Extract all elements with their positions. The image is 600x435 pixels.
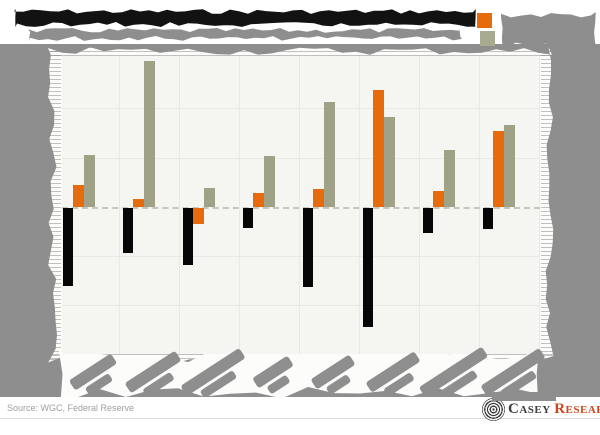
black-series-bar [62, 208, 74, 286]
orange-series-bar [253, 193, 264, 207]
footer-divider [0, 418, 600, 419]
gridline-horizontal [62, 158, 540, 159]
x-label-tail-blob [492, 392, 556, 401]
orange-series-bar [193, 208, 204, 224]
brand-globe-icon [482, 398, 505, 421]
olive-series-bar [144, 61, 155, 207]
olive-series-bar [84, 155, 95, 207]
black-series-bar [482, 208, 494, 229]
black-series-bar [302, 208, 314, 287]
gridline-horizontal [62, 108, 540, 109]
olive-series-bar [324, 102, 335, 207]
gridline-vertical [359, 56, 360, 354]
gridline-vertical [299, 56, 300, 354]
orange-series-bar [493, 131, 504, 207]
gridline-horizontal [62, 256, 540, 257]
black-series-bar [182, 208, 194, 265]
orange-series-bar [433, 191, 444, 207]
chart-title-blob [14, 9, 476, 27]
x-axis-labels [62, 346, 546, 400]
black-series-bar [242, 208, 254, 228]
brand-logo: Casey Research [482, 398, 600, 421]
zero-line [62, 207, 540, 209]
olive-series-bar [504, 125, 515, 207]
orange-series-bar [313, 189, 324, 207]
legend-label-blob [501, 12, 596, 48]
torn-edge-top [48, 47, 554, 56]
black-series-bar [422, 208, 434, 233]
footer: Source: WGC, Federal Reserve Casey Resea… [0, 397, 600, 435]
black-series-bar [122, 208, 134, 253]
gridline-vertical [419, 56, 420, 354]
legend-swatch-olive [480, 31, 495, 46]
brand-name: Casey Research [508, 401, 600, 418]
gridline-horizontal [62, 305, 540, 306]
legend-swatch-orange [477, 13, 492, 28]
brand-word-research: Research [554, 401, 600, 417]
olive-series-bar [264, 156, 275, 207]
gridline-vertical [539, 56, 540, 354]
orange-series-bar [133, 199, 144, 207]
chart-subtitle-blob [28, 28, 462, 41]
gridline-vertical [239, 56, 240, 354]
olive-series-bar [384, 117, 395, 207]
orange-series-bar [373, 90, 384, 207]
source-note: Source: WGC, Federal Reserve [7, 403, 135, 413]
gridline-vertical [119, 56, 120, 354]
olive-series-bar [204, 188, 215, 207]
gridline-vertical [479, 56, 480, 354]
brand-word-casey: Casey [508, 401, 551, 417]
olive-series-bar [444, 150, 455, 207]
black-series-bar [362, 208, 374, 327]
orange-series-bar [73, 185, 84, 207]
gridline-vertical [179, 56, 180, 354]
plot-area [62, 56, 540, 354]
